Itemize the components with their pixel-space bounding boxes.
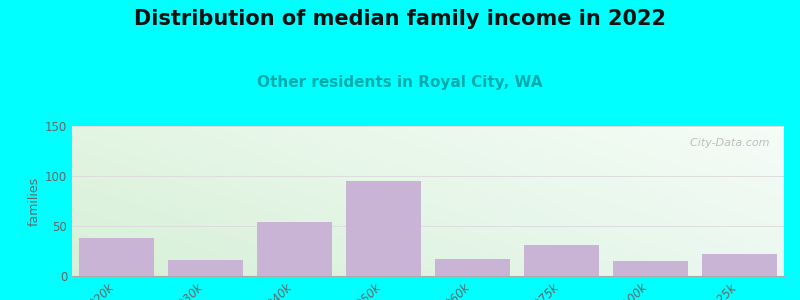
Bar — [168, 260, 243, 276]
Text: Distribution of median family income in 2022: Distribution of median family income in … — [134, 9, 666, 29]
Y-axis label: families: families — [28, 176, 41, 226]
Bar — [434, 259, 510, 276]
Text: Other residents in Royal City, WA: Other residents in Royal City, WA — [258, 75, 542, 90]
Bar — [524, 245, 599, 276]
Bar — [346, 181, 422, 276]
Text: City-Data.com: City-Data.com — [683, 138, 770, 148]
Bar — [702, 254, 778, 276]
Bar — [613, 261, 688, 276]
Bar — [78, 238, 154, 276]
Bar — [257, 222, 332, 276]
